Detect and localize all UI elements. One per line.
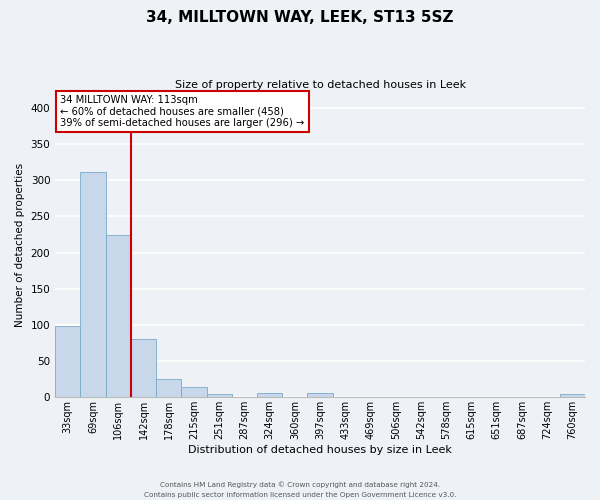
Bar	[55, 326, 80, 398]
Bar	[80, 172, 106, 398]
Text: Contains public sector information licensed under the Open Government Licence v3: Contains public sector information licen…	[144, 492, 456, 498]
X-axis label: Distribution of detached houses by size in Leek: Distribution of detached houses by size …	[188, 445, 452, 455]
Text: 34 MILLTOWN WAY: 113sqm
← 60% of detached houses are smaller (458)
39% of semi-d: 34 MILLTOWN WAY: 113sqm ← 60% of detache…	[61, 95, 305, 128]
Text: Contains HM Land Registry data © Crown copyright and database right 2024.: Contains HM Land Registry data © Crown c…	[160, 481, 440, 488]
Text: 34, MILLTOWN WAY, LEEK, ST13 5SZ: 34, MILLTOWN WAY, LEEK, ST13 5SZ	[146, 10, 454, 25]
Y-axis label: Number of detached properties: Number of detached properties	[15, 164, 25, 328]
Title: Size of property relative to detached houses in Leek: Size of property relative to detached ho…	[175, 80, 466, 90]
Bar	[206, 394, 232, 398]
Bar	[131, 340, 156, 398]
Bar	[560, 394, 585, 398]
Bar	[156, 379, 181, 398]
Bar	[257, 393, 282, 398]
Bar	[307, 393, 332, 398]
Bar	[181, 387, 206, 398]
Bar	[106, 236, 131, 398]
